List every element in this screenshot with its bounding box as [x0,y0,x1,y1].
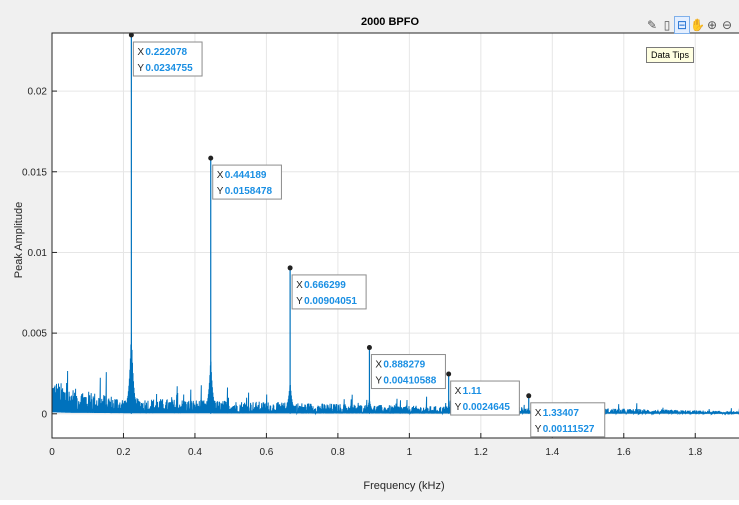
data-tip-x-label: X [535,408,542,419]
data-tip-y-label: Y [217,186,224,197]
data-tip-x-label: X [455,386,462,397]
data-tip-x-value: 0.666299 [304,280,346,291]
data-tip-box [291,274,367,310]
data-tip-box [450,380,520,416]
data-tip[interactable]: X 1.11Y 0.0024645 [450,380,520,416]
data-tip-y-value: 0.0024645 [463,402,511,413]
brush-icon[interactable]: ✎ [646,18,658,32]
x-tick-label: 0.8 [331,447,345,458]
axes-box [51,32,739,439]
data-tip-x-value: 0.222078 [145,47,187,58]
x-tick-label: 0.2 [117,447,131,458]
axes-toolbar: ✎ ▯⊟✋⊕⊖⌂ [645,16,739,34]
x-tick-label: 1.2 [474,447,488,458]
data-tip-y-label: Y [137,63,144,74]
x-tick-label: 0.4 [188,447,202,458]
signal-line [51,333,739,416]
y-tick-label: 0.02 [28,87,48,98]
legend-icon[interactable]: ▯ [663,18,671,32]
x-tick-label: 1.6 [617,447,631,458]
y-tick-label: 0 [41,409,47,420]
data-tip-box [530,402,606,438]
data-tip-y-value: 0.0234755 [145,63,193,74]
data-tip-x-value: 0.444189 [225,170,267,181]
peak-marker[interactable] [208,155,214,161]
x-tick-label: 1.8 [688,447,702,458]
data-tip-x-value: 0.888279 [383,360,425,371]
x-tick-label: 0.6 [259,447,273,458]
peak-marker[interactable] [287,265,293,271]
data-tip-y-value: 0.00904051 [304,296,357,307]
home-icon[interactable]: ⌂ [735,17,739,33]
y-tick-label: 0.005 [22,329,47,340]
data-tip-x-label: X [137,47,144,58]
data-tip-x-value: 1.33407 [543,408,580,419]
y-axis-label: Peak Amplitude [13,202,25,278]
x-tick-label: 1.4 [545,447,559,458]
peak-spikes [128,32,532,414]
data-tip-box [212,164,282,200]
zoom-in-icon[interactable]: ⊕ [706,18,718,32]
axis-ticks: 0 0.2 0.4 0.6 0.8 1 1.2 1.4 1.6 1.8 0 0.005 0.01 0.01… [22,87,703,458]
x-tick-label: 1 [407,447,413,458]
chart-title: 2000 BPFO [361,16,420,28]
data-tip-x-label: X [375,360,382,371]
peak-marker[interactable] [366,345,372,351]
data-tip-y-label: Y [455,402,462,413]
data-tip-box [370,354,446,390]
data-tip-y-value: 0.0158478 [225,186,273,197]
y-tick-label: 0.015 [22,167,47,178]
y-tick-label: 0.01 [28,248,48,259]
data-tip-y-label: Y [375,376,382,387]
zoom-out-icon[interactable]: ⊖ [721,18,733,32]
peak-marker[interactable] [446,371,452,377]
peak-marker[interactable] [526,393,532,399]
data-tips-icon[interactable]: ⊟ [674,16,690,34]
data-tip-y-value: 0.00111527 [543,424,595,435]
toolbar-tooltip: Data Tips [646,47,695,63]
data-tip-box [132,41,203,77]
pan-icon[interactable]: ✋ [690,18,705,32]
x-tick-label: 0 [49,447,55,458]
x-axis-label: Frequency (kHz) [363,480,444,492]
data-tip-y-label: Y [535,424,542,435]
data-tip-y-value: 0.00410588 [383,376,436,387]
data-tip-x-value: 1.11 [463,386,482,397]
peak-marker[interactable] [128,32,134,38]
data-tip-x-label: X [296,280,303,291]
data-tip-y-label: Y [296,296,303,307]
data-tip-x-label: X [217,170,224,181]
